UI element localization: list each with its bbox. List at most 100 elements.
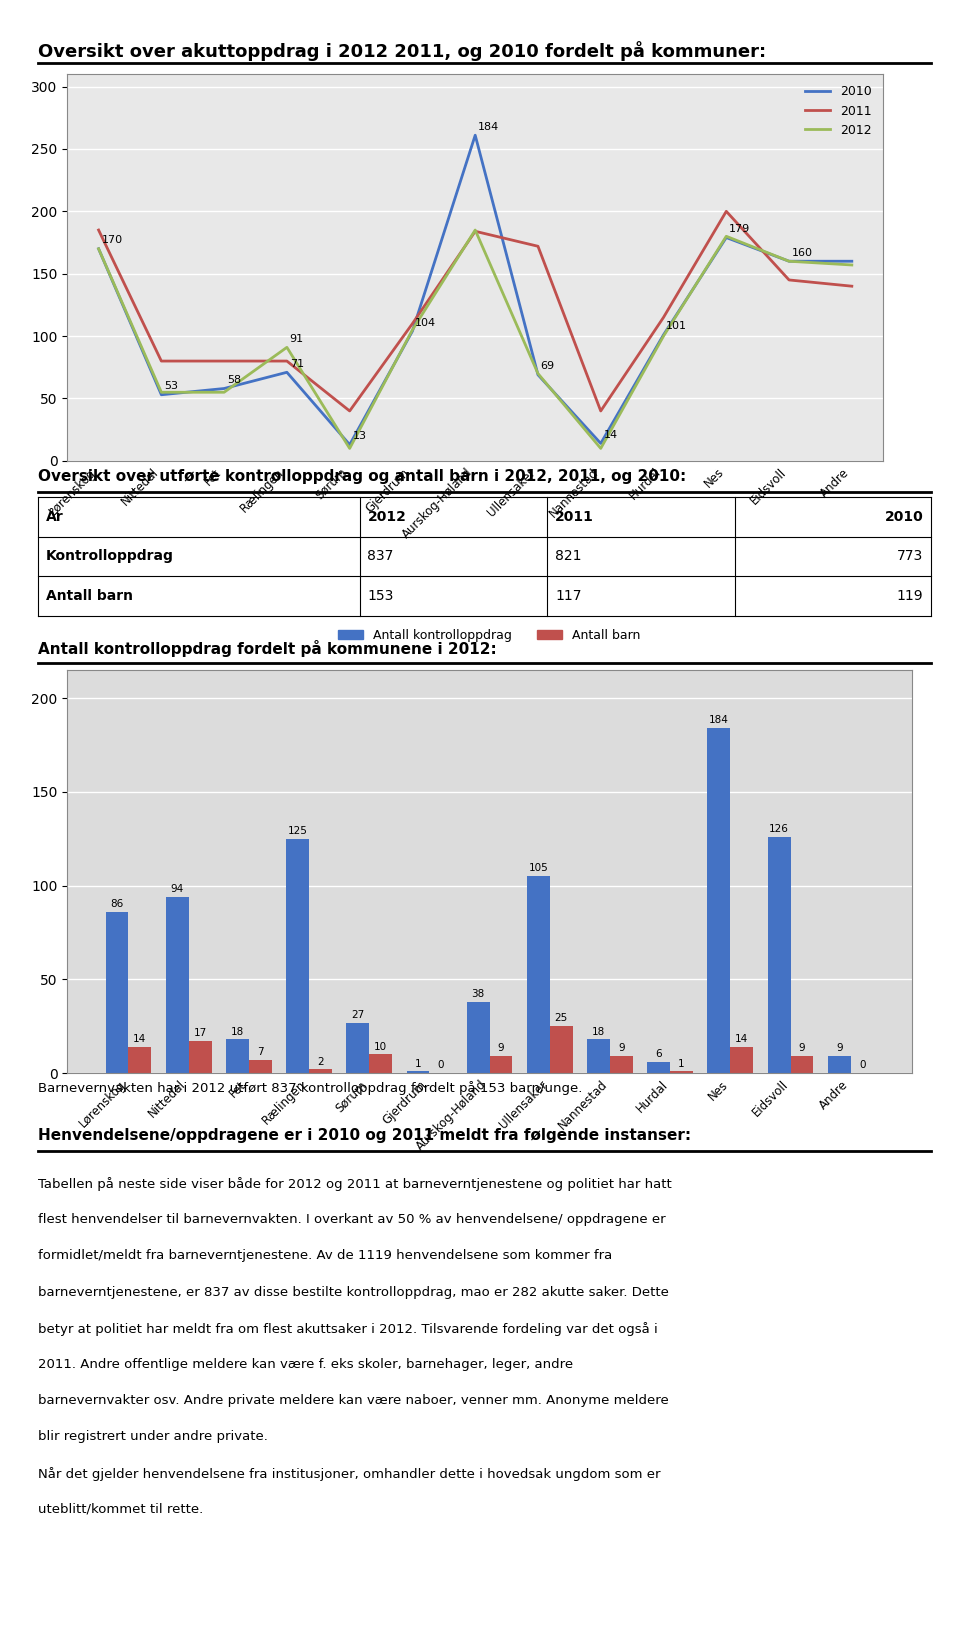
Bar: [467, 1002, 490, 1073]
2012: [344, 438, 355, 458]
2011: [595, 402, 607, 421]
Text: 2011: 2011: [555, 510, 594, 523]
Text: 837: 837: [368, 550, 394, 563]
Legend: Antall kontrolloppdrag, Antall barn: Antall kontrolloppdrag, Antall barn: [333, 624, 646, 647]
Text: 69: 69: [540, 360, 555, 372]
Text: 125: 125: [288, 826, 307, 836]
2011: [532, 237, 543, 257]
Text: 94: 94: [171, 884, 184, 894]
2010: [281, 362, 293, 382]
Text: barnevernvakter osv. Andre private meldere kan være naboer, venner mm. Anonyme m: barnevernvakter osv. Andre private melde…: [38, 1394, 669, 1407]
Text: Oversikt over utførte kontrolloppdrag og antall barn i 2012, 2011, og 2010:: Oversikt over utførte kontrolloppdrag og…: [38, 469, 686, 484]
Bar: [670, 1072, 693, 1073]
Text: 2011. Andre offentlige meldere kan være f. eks skoler, barnehager, leger, andre: 2011. Andre offentlige meldere kan være …: [38, 1358, 573, 1371]
2011: [846, 277, 857, 296]
Text: 17: 17: [194, 1029, 206, 1039]
Bar: [610, 1057, 633, 1073]
Bar: [309, 1070, 332, 1073]
Text: 13: 13: [352, 431, 367, 441]
Text: 7: 7: [257, 1047, 264, 1057]
2012: [783, 252, 795, 272]
Text: blir registrert under andre private.: blir registrert under andre private.: [38, 1430, 268, 1444]
Text: 126: 126: [769, 825, 789, 835]
2011: [658, 308, 669, 328]
Bar: [647, 1062, 670, 1073]
Bar: [106, 912, 129, 1073]
Text: 10: 10: [374, 1042, 387, 1052]
2012: [218, 382, 229, 402]
Text: 14: 14: [735, 1034, 749, 1044]
Text: 14: 14: [133, 1034, 147, 1044]
Line: 2011: 2011: [99, 211, 852, 412]
Text: 18: 18: [230, 1027, 244, 1037]
Text: 9: 9: [836, 1044, 843, 1053]
Text: 2010: 2010: [885, 510, 924, 523]
Text: 14: 14: [604, 430, 617, 439]
Text: 1: 1: [415, 1058, 421, 1068]
Bar: [588, 1039, 610, 1073]
2011: [721, 201, 732, 221]
2012: [469, 221, 481, 240]
Text: formidlet/meldt fra barneverntjenestene. Av de 1119 henvendelsene som kommer fra: formidlet/meldt fra barneverntjenestene.…: [38, 1249, 612, 1262]
2010: [218, 379, 229, 398]
2010: [156, 385, 167, 405]
Text: 821: 821: [555, 550, 582, 563]
Text: 104: 104: [416, 318, 437, 328]
Bar: [768, 836, 790, 1073]
2010: [532, 365, 543, 385]
Text: 179: 179: [729, 224, 751, 234]
2011: [156, 351, 167, 370]
Text: 9: 9: [618, 1044, 625, 1053]
Text: 86: 86: [110, 899, 124, 909]
Text: 105: 105: [528, 864, 548, 874]
Text: 18: 18: [592, 1027, 605, 1037]
Bar: [550, 1027, 573, 1073]
Text: År: År: [46, 510, 63, 523]
Text: 71: 71: [290, 359, 303, 369]
Text: flest henvendelser til barnevernvakten. I overkant av 50 % av henvendelsene/ opp: flest henvendelser til barnevernvakten. …: [38, 1213, 666, 1226]
2011: [469, 222, 481, 242]
Text: Henvendelsene/oppdragene er i 2010 og 2011 meldt fra følgende instanser:: Henvendelsene/oppdragene er i 2010 og 20…: [38, 1128, 691, 1142]
2010: [344, 435, 355, 454]
Text: 38: 38: [471, 989, 485, 999]
2011: [407, 314, 419, 334]
2011: [783, 270, 795, 290]
2010: [783, 252, 795, 272]
Text: 117: 117: [555, 589, 582, 602]
Text: 9: 9: [799, 1044, 805, 1053]
Bar: [708, 728, 731, 1073]
2011: [344, 402, 355, 421]
Text: 184: 184: [478, 122, 499, 132]
Bar: [731, 1047, 754, 1073]
Bar: [189, 1042, 211, 1073]
Text: Antall barn: Antall barn: [46, 589, 133, 602]
2010: [846, 252, 857, 272]
Text: 119: 119: [897, 589, 924, 602]
Text: Når det gjelder henvendelsene fra institusjoner, omhandler dette i hovedsak ungd: Når det gjelder henvendelsene fra instit…: [38, 1467, 660, 1480]
Text: 6: 6: [656, 1049, 662, 1058]
Bar: [347, 1022, 370, 1073]
Bar: [406, 1072, 429, 1073]
Legend: 2010, 2011, 2012: 2010, 2011, 2012: [801, 81, 876, 142]
Text: Tabellen på neste side viser både for 2012 og 2011 at barneverntjenestene og pol: Tabellen på neste side viser både for 20…: [38, 1177, 672, 1190]
Bar: [226, 1039, 249, 1073]
Text: 58: 58: [227, 375, 241, 385]
Text: 0: 0: [438, 1060, 444, 1070]
Bar: [249, 1060, 272, 1073]
Bar: [490, 1057, 513, 1073]
2010: [721, 227, 732, 247]
Text: 53: 53: [164, 382, 179, 392]
Text: betyr at politiet har meldt fra om flest akuttsaker i 2012. Tilsvarende fordelin: betyr at politiet har meldt fra om flest…: [38, 1322, 659, 1335]
Line: 2012: 2012: [99, 230, 852, 448]
Bar: [828, 1057, 851, 1073]
Text: 25: 25: [555, 1014, 568, 1024]
Text: 160: 160: [792, 247, 813, 258]
2011: [218, 351, 229, 370]
Text: 101: 101: [666, 321, 687, 331]
2012: [532, 364, 543, 384]
Bar: [527, 876, 550, 1073]
2010: [469, 125, 481, 145]
Bar: [129, 1047, 152, 1073]
Text: 184: 184: [709, 716, 729, 726]
2012: [156, 382, 167, 402]
